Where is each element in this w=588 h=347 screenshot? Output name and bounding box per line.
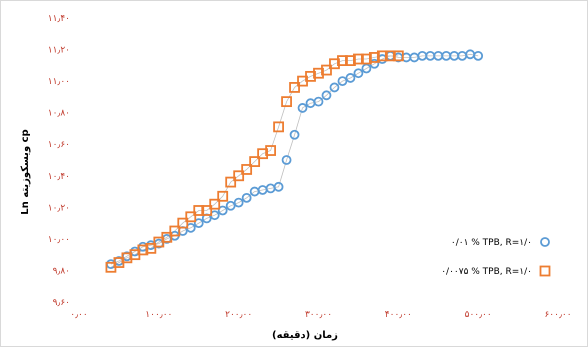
legend-label: ۰/۰۱ % TPB, R=۱/۰ <box>451 238 532 248</box>
data-point <box>249 156 261 167</box>
x-tick-label: ۳۰۰٫۰۰ <box>305 310 332 320</box>
data-point <box>217 205 228 216</box>
x-tick-label: ۲۰۰٫۰۰ <box>225 310 252 320</box>
data-point <box>225 200 236 211</box>
x-tick-label: ۱۰۰٫۰۰ <box>145 310 172 320</box>
data-point <box>121 252 133 264</box>
data-point <box>225 176 237 188</box>
legend-marker <box>540 237 550 247</box>
data-point <box>337 55 348 66</box>
data-point <box>265 145 277 156</box>
data-point <box>169 225 181 237</box>
x-tick-label: ۶۰۰٫۰۰ <box>544 310 571 320</box>
data-point <box>321 64 332 76</box>
y-tick-label: ۱۰٫۶۰ <box>48 140 70 150</box>
data-point <box>193 218 204 229</box>
y-tick-label: ۱۰٫۴۰ <box>48 172 70 182</box>
data-point <box>289 129 300 140</box>
y-axis-title: Ln ویسکوزیته cp <box>20 129 31 214</box>
data-point <box>289 82 300 93</box>
y-tick-label: ۱۱٫۰۰ <box>48 77 70 87</box>
data-point <box>361 63 372 74</box>
data-point <box>209 198 221 210</box>
legend: ۰/۰۱ % TPB, R=۱/۰ ۰/۰۰۷۵ % TPB, R=۱/۰ <box>441 237 551 277</box>
y-tick-labels: ۹٫۶۰ ۹٫۸۰ ۱۰٫۰۰ ۱۰٫۲۰ ۱۰٫۴۰ ۱۰٫۶۰ ۱۰٫۸۰ ۱۱٫۰۰ ۱۱… <box>48 14 70 308</box>
data-point <box>233 197 244 208</box>
data-point <box>177 217 189 229</box>
data-point <box>281 155 292 165</box>
data-point <box>313 67 324 79</box>
y-tick-label: ۱۰٫۸۰ <box>48 109 70 119</box>
data-point <box>217 190 229 202</box>
y-tick-label: ۱۰٫۰۰ <box>48 235 70 245</box>
data-point <box>353 68 364 79</box>
data-point <box>392 50 404 62</box>
x-axis-title: زمان (دقیقه) <box>272 330 338 341</box>
data-point <box>337 76 348 87</box>
data-point <box>384 50 396 62</box>
data-point <box>281 96 292 108</box>
data-point <box>313 96 324 107</box>
data-point <box>145 242 157 254</box>
data-point <box>345 73 356 83</box>
data-point <box>201 205 213 216</box>
data-point <box>329 58 340 70</box>
data-point <box>233 170 245 182</box>
y-tick-label: ۹٫۸۰ <box>53 266 70 276</box>
data-point <box>241 164 253 175</box>
x-tick-labels: ۰٫۰۰ ۱۰۰٫۰۰ ۲۰۰٫۰۰ ۳۰۰٫۰۰ ۴۰۰٫۰۰ ۵۰۰٫۰۰ ۶۰۰٫۰۰ <box>70 310 571 320</box>
x-tick-label: ۰٫۰۰ <box>70 310 87 320</box>
y-tick-label: ۱۱٫۲۰ <box>48 46 70 56</box>
y-tick-label: ۱۰٫۲۰ <box>48 203 70 213</box>
y-tick-label: ۱۱٫۴۰ <box>48 14 70 24</box>
data-point <box>241 192 252 203</box>
data-point <box>345 55 356 66</box>
data-point <box>273 181 284 192</box>
data-point <box>473 50 484 61</box>
data-point <box>193 205 205 216</box>
data-point <box>376 50 388 62</box>
x-tick-label: ۴۰۰٫۰۰ <box>385 310 412 320</box>
data-point <box>368 52 380 63</box>
data-point <box>353 53 364 65</box>
data-point <box>137 244 149 256</box>
data-point <box>273 121 284 133</box>
data-point <box>305 70 316 82</box>
series-line <box>110 55 399 268</box>
legend-marker <box>539 265 551 277</box>
y-tick-label: ۹٫۶۰ <box>53 298 70 308</box>
data-point <box>161 231 173 243</box>
legend-label: ۰/۰۰۷۵ % TPB, R=۱/۰ <box>441 267 532 277</box>
data-point <box>360 53 372 65</box>
data-point <box>329 82 340 93</box>
x-tick-label: ۵۰۰٫۰۰ <box>465 310 492 320</box>
data-point <box>297 103 308 113</box>
data-point <box>185 211 197 223</box>
data-point <box>321 90 332 101</box>
data-point <box>257 148 269 160</box>
series-points <box>105 49 484 273</box>
